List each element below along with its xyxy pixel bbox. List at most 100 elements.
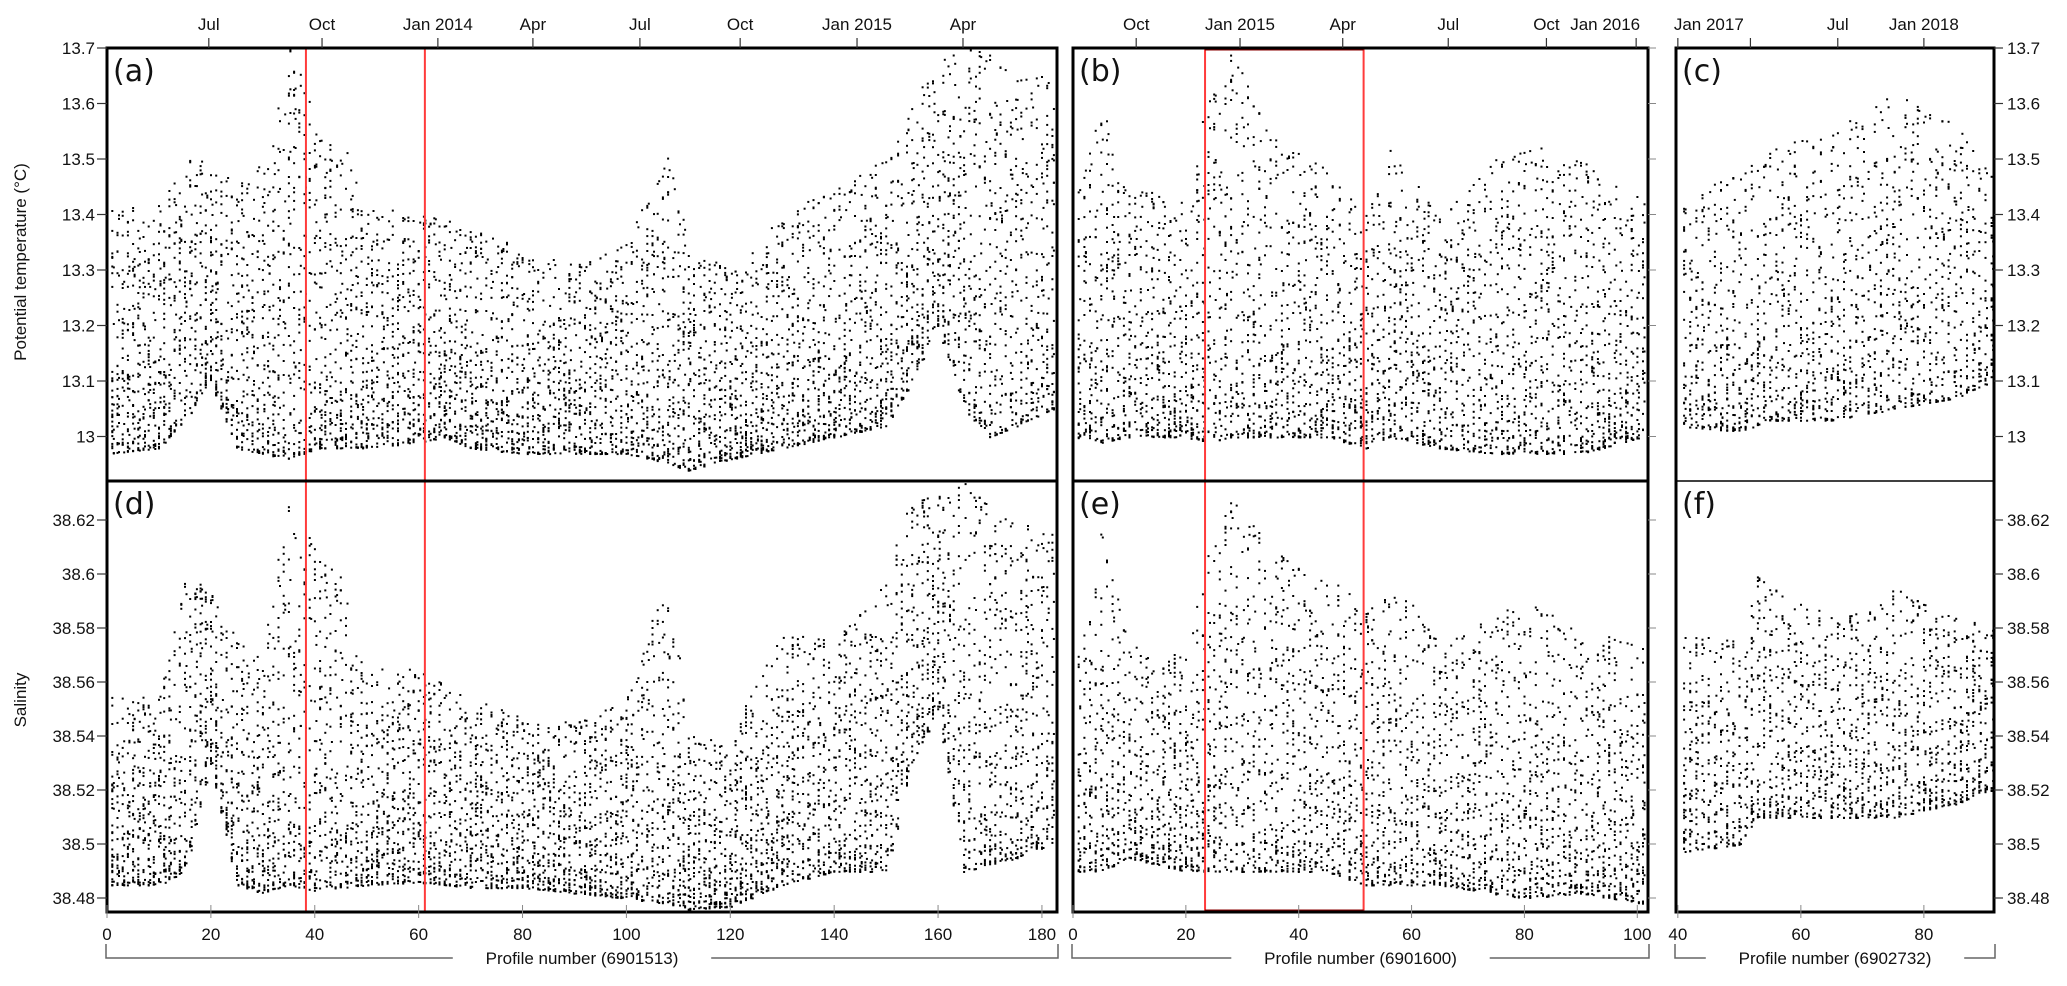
data-point	[319, 155, 322, 158]
data-point	[227, 830, 230, 833]
data-point	[126, 415, 129, 418]
data-point	[324, 589, 327, 592]
data-point	[376, 852, 379, 855]
data-point	[204, 386, 207, 389]
data-point	[433, 386, 436, 389]
data-point	[459, 381, 462, 384]
data-point	[372, 210, 375, 212]
data-point	[220, 809, 223, 812]
data-point	[362, 446, 365, 449]
data-point	[417, 250, 420, 252]
data-point	[346, 602, 349, 605]
data-point	[163, 326, 166, 329]
data-point	[360, 403, 363, 406]
data-point	[137, 766, 140, 769]
data-point	[247, 732, 250, 735]
data-point	[319, 322, 322, 325]
data-point	[144, 408, 146, 411]
data-point	[367, 436, 370, 439]
data-point	[111, 863, 114, 866]
data-point	[303, 316, 306, 319]
data-point	[382, 397, 385, 400]
data-point	[236, 415, 238, 417]
data-point	[112, 807, 115, 810]
data-point	[282, 360, 285, 362]
data-point	[247, 448, 250, 451]
data-point	[324, 786, 327, 789]
data-point	[450, 395, 453, 398]
data-point	[184, 369, 186, 372]
data-point	[246, 705, 249, 708]
data-point	[336, 829, 339, 832]
data-point	[137, 372, 140, 375]
data-point	[279, 314, 281, 317]
data-point	[261, 855, 264, 858]
data-point	[440, 371, 442, 374]
data-point	[215, 724, 218, 727]
data-point	[403, 239, 406, 242]
data-point	[173, 850, 176, 853]
data-point	[428, 436, 431, 439]
data-point	[152, 722, 155, 725]
data-point	[230, 354, 233, 357]
data-point	[355, 837, 358, 840]
data-point	[450, 390, 453, 393]
data-point	[360, 813, 363, 816]
data-point	[268, 859, 271, 862]
data-point	[377, 827, 380, 830]
data-point	[428, 318, 431, 321]
data-point	[204, 279, 207, 282]
data-point	[324, 390, 327, 393]
data-point	[402, 240, 405, 243]
data-point	[469, 231, 472, 234]
data-point	[355, 879, 358, 882]
data-point	[403, 413, 406, 416]
data-point	[211, 762, 214, 765]
data-point	[284, 322, 287, 325]
data-point	[215, 309, 218, 311]
data-point	[195, 281, 198, 284]
data-point	[377, 883, 380, 886]
data-point	[360, 863, 363, 866]
data-point	[263, 290, 266, 293]
data-point	[132, 729, 135, 732]
data-point	[121, 370, 124, 372]
data-point	[241, 434, 244, 436]
data-point	[144, 839, 146, 842]
data-point	[376, 366, 379, 369]
data-point	[339, 834, 342, 837]
data-point	[376, 284, 379, 286]
data-point	[293, 186, 296, 189]
data-point	[376, 799, 379, 802]
data-point	[408, 300, 411, 303]
data-point	[310, 391, 313, 394]
data-point	[152, 856, 155, 858]
data-point	[397, 390, 399, 393]
data-point	[236, 642, 238, 645]
data-point	[407, 439, 410, 442]
data-point	[334, 313, 337, 316]
data-point	[469, 885, 472, 888]
data-point	[112, 880, 115, 883]
data-point	[293, 826, 296, 828]
data-point	[132, 207, 135, 209]
data-point	[485, 348, 488, 350]
data-point	[324, 213, 327, 216]
data-point	[289, 222, 292, 225]
data-point	[272, 605, 275, 608]
data-point	[455, 701, 458, 704]
data-point	[299, 432, 302, 435]
data-point	[319, 249, 322, 252]
data-point	[178, 863, 181, 866]
data-point	[402, 727, 405, 730]
data-point	[464, 438, 467, 441]
data-point	[267, 890, 270, 893]
data-point	[132, 795, 135, 798]
data-point	[154, 824, 157, 827]
data-point	[324, 245, 327, 248]
data-point	[324, 788, 327, 791]
data-point	[121, 321, 124, 324]
data-point	[365, 868, 368, 871]
data-point	[180, 791, 183, 794]
data-point	[220, 736, 223, 739]
